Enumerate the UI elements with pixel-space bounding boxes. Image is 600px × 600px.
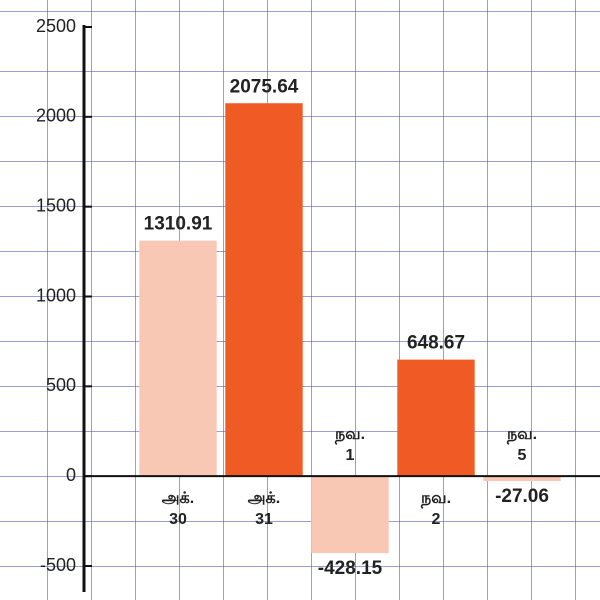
y-tick-label: 0 <box>66 465 76 485</box>
x-tick-label: நவ. 2 <box>420 490 452 529</box>
x-tick-label: நவ. 5 <box>506 426 538 465</box>
y-tick-label: -500 <box>40 555 76 575</box>
bar <box>483 476 561 482</box>
bar <box>311 476 389 554</box>
value-label: 1310.91 <box>144 214 213 235</box>
value-label: -27.06 <box>495 486 549 507</box>
x-tick-label: அக். 30 <box>161 490 195 529</box>
value-label: 2075.64 <box>230 76 299 97</box>
value-label: -428.15 <box>318 558 383 579</box>
bar <box>397 359 475 477</box>
y-tick-label: 1500 <box>36 195 76 215</box>
x-tick-label: நவ. 1 <box>334 426 366 465</box>
bar <box>139 240 217 477</box>
value-label: 648.67 <box>407 333 465 354</box>
y-tick-label: 2000 <box>36 106 76 126</box>
y-tick-label: 500 <box>46 375 76 395</box>
y-tick-label: 1000 <box>36 285 76 305</box>
y-tick-label: 2500 <box>36 16 76 36</box>
x-tick-label: அக். 31 <box>247 490 281 529</box>
bar <box>225 103 303 477</box>
